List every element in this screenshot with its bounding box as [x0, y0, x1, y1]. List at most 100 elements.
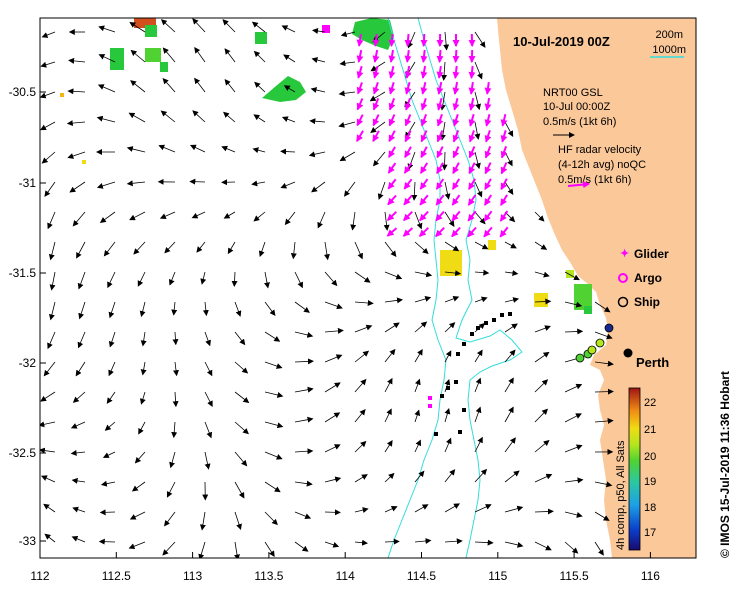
model-velocity-arrow: [137, 271, 146, 287]
model-velocity-arrow: [414, 271, 433, 278]
model-velocity-arrow: [474, 121, 481, 140]
hf-radar-arrow: [420, 97, 428, 111]
hf-radar-arrow: [452, 146, 460, 159]
model-velocity-arrow: [224, 79, 236, 93]
model-velocity-arrow: [411, 181, 418, 201]
hf-radar-arrow: [372, 65, 380, 79]
model-velocity-arrow: [444, 322, 456, 333]
isobath-legend: 200m 1000m: [650, 29, 686, 58]
model-velocity-arrow: [66, 120, 86, 127]
model-velocity-arrow: [384, 377, 393, 393]
hf-radar-arrow: [484, 162, 492, 175]
model-velocity-arrow: [564, 541, 579, 554]
hf-radar-arrow: [468, 97, 476, 111]
model-velocity-arrow: [75, 361, 86, 377]
model-velocity-arrow: [264, 361, 283, 369]
model-velocity-arrow: [169, 451, 176, 469]
model-velocity-arrow: [534, 508, 554, 515]
hf-radar-arrow: [387, 178, 397, 190]
model-velocity-arrow: [354, 507, 369, 514]
model-velocity-arrow: [377, 181, 386, 200]
model-velocity-arrow: [594, 511, 610, 521]
hf-radar-arrow: [484, 178, 492, 191]
model-velocity-arrow: [264, 541, 275, 558]
x-tick-label: 115: [488, 569, 507, 583]
hf-radar-arrow: [388, 146, 396, 158]
model-velocity-arrow: [40, 447, 56, 454]
model-velocity-arrow: [384, 472, 395, 483]
model-velocity-arrow: [234, 541, 240, 558]
x-tick-label: 113.5: [254, 569, 283, 583]
hf-radar-arrow: [404, 33, 412, 47]
model-velocity-arrow: [354, 271, 371, 283]
model-velocity-arrow: [264, 301, 276, 317]
model-velocity-arrow: [354, 324, 373, 333]
model-velocity-arrow: [129, 211, 146, 221]
model-velocity-arrow: [40, 421, 56, 428]
colorbar-label: 4h comp, p50, All Sats: [615, 440, 627, 550]
model-velocity-arrow: [504, 406, 514, 423]
colorbar-gradient: [628, 387, 641, 551]
model-velocity-arrow: [40, 91, 56, 99]
model-velocity-arrow: [564, 271, 580, 281]
model-velocity-arrow: [474, 269, 490, 276]
x-axis: 112 112.5 113 113.5 114 114.5 115 115.5 …: [30, 552, 660, 583]
y-axis: -30.5 -31 -31.5 -32 -32.5 -33: [9, 85, 46, 548]
model-velocity-arrow: [294, 271, 303, 289]
model-velocity-arrow: [444, 181, 451, 200]
model-velocity-arrow: [372, 151, 386, 167]
model-velocity-arrow: [194, 77, 206, 93]
model-velocity-arrow: [96, 181, 116, 189]
model-velocity-arrow: [234, 331, 246, 346]
model-velocity-arrow: [504, 437, 516, 453]
model-velocity-arrow: [441, 61, 448, 81]
model-velocity-arrow: [564, 383, 583, 393]
model-velocity-arrow: [474, 61, 483, 80]
hf-radar-arrow: [435, 210, 445, 222]
model-velocity-arrow: [414, 504, 429, 513]
isobath-label-200m: 200m: [655, 29, 683, 41]
model-velocity-arrow: [504, 541, 524, 548]
model-velocity-arrow: [294, 301, 310, 313]
model-velocity-arrow: [104, 421, 116, 431]
model-velocity-arrow: [41, 31, 56, 38]
model-velocity-arrow: [44, 533, 56, 543]
model-velocity-arrow: [192, 110, 206, 123]
model-velocity-arrow: [354, 440, 367, 453]
model-velocity-arrow: [504, 241, 517, 249]
model-velocity-arrow: [204, 451, 211, 470]
model-velocity-arrow: [294, 541, 309, 552]
model-velocity-arrow: [48, 301, 56, 321]
model-velocity-arrow: [128, 112, 146, 123]
model-velocity-arrow: [594, 388, 614, 395]
model-velocity-arrow: [71, 536, 86, 543]
model-velocity-arrow: [414, 409, 421, 423]
y-tick-label: -32.5: [9, 446, 37, 460]
colorbar-tick: 18: [644, 502, 656, 514]
model-velocity-arrow: [72, 506, 86, 513]
hf-radar-arrow: [420, 146, 428, 159]
model-velocity-arrow: [284, 211, 296, 226]
model-velocity-arrow: [310, 87, 326, 93]
radar-legend-line1: HF radar velocity: [558, 144, 642, 156]
x-tick-label: 112: [30, 569, 49, 583]
model-velocity-arrow: [414, 241, 429, 255]
model-velocity-arrow: [369, 91, 386, 102]
perth-marker: [623, 348, 633, 358]
hf-radar-arrow: [420, 130, 428, 143]
model-velocity-arrow: [254, 81, 266, 93]
model-velocity-arrow: [384, 297, 403, 304]
model-velocity-arrow: [564, 477, 584, 484]
model-velocity-arrow: [474, 91, 481, 111]
colorbar-tick: 17: [644, 527, 656, 539]
model-velocity-arrow: [166, 481, 176, 498]
model-velocity-arrow: [40, 61, 56, 68]
model-velocity-arrow: [126, 180, 146, 187]
model-velocity-arrow: [163, 511, 176, 527]
model-velocity-arrow: [444, 295, 460, 303]
model-velocity-arrow: [534, 211, 545, 222]
hf-radar-arrow: [468, 130, 476, 143]
model-velocity-arrow: [234, 361, 249, 374]
model-velocity-arrow: [414, 439, 422, 453]
model-velocity-arrow: [311, 181, 326, 193]
